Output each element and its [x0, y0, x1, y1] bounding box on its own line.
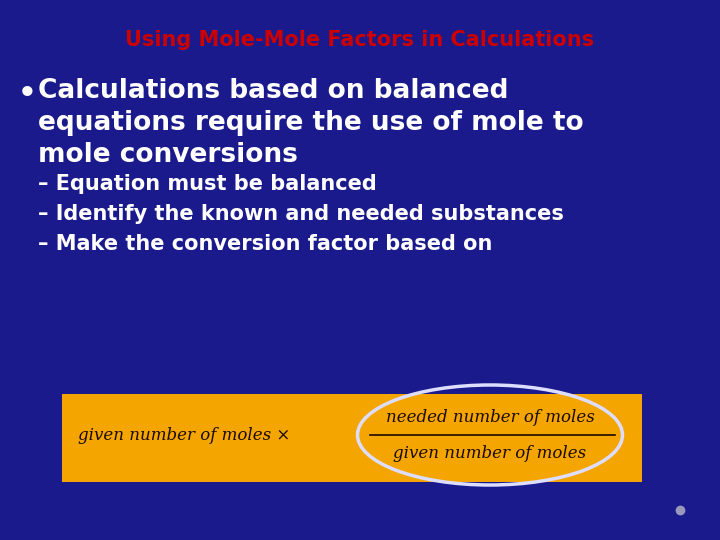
Text: given number of moles ×: given number of moles ×	[78, 427, 290, 443]
Text: needed number of moles: needed number of moles	[386, 409, 595, 427]
Text: – Identify the known and needed substances: – Identify the known and needed substanc…	[38, 204, 564, 224]
FancyBboxPatch shape	[62, 394, 642, 482]
Text: mole conversions: mole conversions	[38, 142, 298, 168]
Text: – Make the conversion factor based on: – Make the conversion factor based on	[38, 234, 492, 254]
Text: – Equation must be balanced: – Equation must be balanced	[38, 174, 377, 194]
Text: Calculations based on balanced: Calculations based on balanced	[38, 78, 508, 104]
Text: given number of moles: given number of moles	[393, 444, 587, 462]
Text: equations require the use of mole to: equations require the use of mole to	[38, 110, 584, 136]
Text: •: •	[18, 80, 37, 108]
Text: Using Mole-Mole Factors in Calculations: Using Mole-Mole Factors in Calculations	[125, 30, 595, 50]
